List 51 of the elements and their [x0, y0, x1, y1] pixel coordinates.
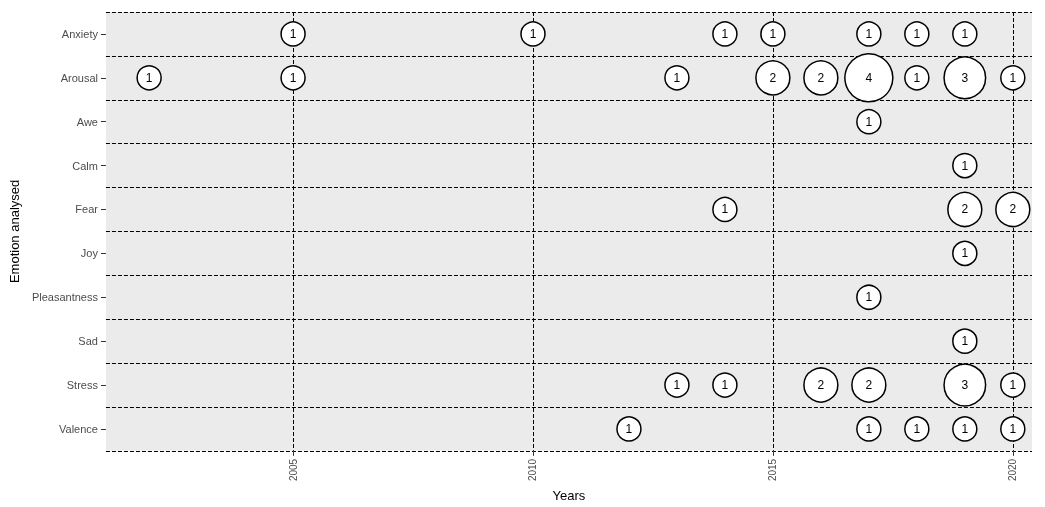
- y-tick-label: Arousal: [60, 71, 98, 84]
- data-label: 2: [961, 202, 969, 217]
- data-label: 1: [1009, 70, 1017, 85]
- data-label: 1: [961, 421, 969, 436]
- data-label: 1: [1009, 378, 1017, 393]
- y-tick-label: Valence: [59, 422, 98, 435]
- x-tick-label: 2005: [287, 458, 299, 482]
- data-label: 2: [1009, 202, 1017, 217]
- y-axis-title: Emotion analysed: [7, 179, 22, 284]
- data-label: 1: [721, 202, 729, 217]
- y-tick-label: Joy: [80, 247, 99, 260]
- data-label: 1: [529, 26, 537, 41]
- data-label: 3: [961, 70, 969, 85]
- data-label: 1: [961, 246, 969, 261]
- data-label: 1: [673, 378, 681, 393]
- data-label: 1: [913, 26, 921, 41]
- x-tick-label: 2010: [527, 458, 539, 482]
- y-tick-label: Stress: [66, 379, 99, 392]
- data-label: 4: [865, 70, 873, 85]
- x-tick-label: 2015: [767, 458, 779, 482]
- x-tick-label: 2020: [1007, 458, 1019, 482]
- data-label: 1: [913, 421, 921, 436]
- data-label: 1: [289, 70, 297, 85]
- y-tick-label: Fear: [75, 203, 99, 216]
- data-label: 1: [721, 26, 729, 41]
- y-tick-label: Calm: [72, 159, 98, 172]
- data-label: 1: [673, 70, 681, 85]
- data-label: 1: [961, 334, 969, 349]
- data-label: 2: [865, 378, 873, 393]
- data-label: 3: [961, 378, 969, 393]
- data-label: 1: [769, 26, 777, 41]
- data-label: 1: [145, 70, 153, 85]
- data-label: 1: [721, 378, 729, 393]
- y-tick-label: Awe: [76, 115, 98, 128]
- data-label: 1: [913, 70, 921, 85]
- x-axis-title: Years: [552, 488, 586, 503]
- data-label: 1: [865, 290, 873, 305]
- y-tick-label: Sad: [78, 335, 98, 348]
- y-tick-label: Anxiety: [61, 27, 99, 40]
- data-label: 1: [625, 421, 633, 436]
- data-label: 1: [865, 26, 873, 41]
- data-label: 1: [961, 26, 969, 41]
- data-label: 1: [1009, 421, 1017, 436]
- data-label: 2: [817, 70, 825, 85]
- data-label: 1: [961, 158, 969, 173]
- data-label: 1: [865, 114, 873, 129]
- data-label: 1: [865, 421, 873, 436]
- y-tick-label: Pleasantness: [31, 291, 99, 304]
- data-label: 2: [769, 70, 777, 85]
- data-label: 1: [289, 26, 297, 41]
- data-label: 2: [817, 378, 825, 393]
